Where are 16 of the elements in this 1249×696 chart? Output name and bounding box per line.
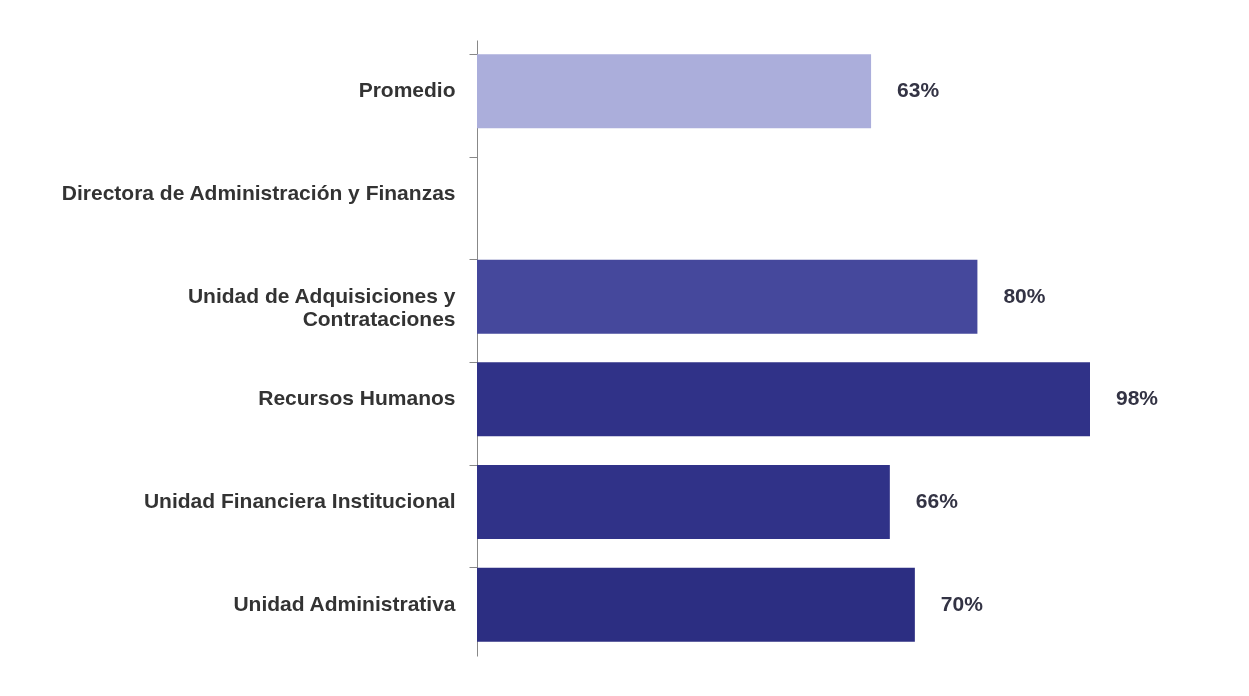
bar — [477, 54, 872, 129]
data-label: 66% — [915, 489, 959, 512]
data-label: 70% — [940, 591, 984, 615]
y-tick-label: Unidad de Adquisiciones y Contrataciones — [187, 283, 456, 330]
y-tick-label: Unidad Administrativa — [233, 591, 456, 615]
y-tick-label: Directora de Administración y Finanzas — [61, 181, 456, 204]
bar — [477, 259, 978, 334]
data-label: 80% — [1003, 283, 1046, 307]
y-tick-label: Promedio — [358, 78, 456, 102]
bar — [477, 465, 890, 539]
bar — [477, 567, 915, 642]
bar — [477, 362, 1090, 437]
y-tick-label: Unidad Financiera Institucional — [143, 489, 456, 512]
data-label: 98% — [1116, 386, 1159, 410]
y-tick-label: Recursos Humanos — [258, 386, 456, 410]
data-label: 63% — [897, 78, 940, 102]
